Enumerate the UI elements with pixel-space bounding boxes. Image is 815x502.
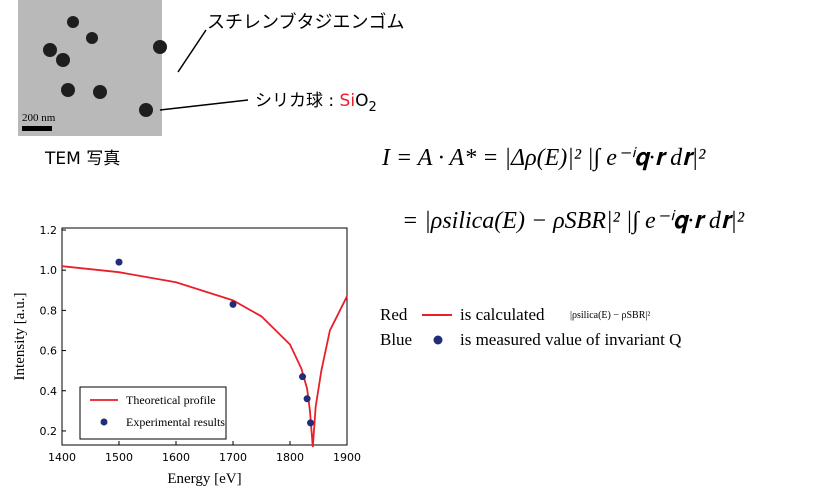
silica-sub: 2 [368, 100, 376, 115]
equation: I = A · A* = |Δρ(E)|² |∫ e⁻ⁱ𝐪·𝐫 d𝐫|² [381, 145, 706, 172]
note-word: Red [380, 305, 408, 324]
y-axis-label: Intensity [a.u.] [12, 293, 28, 381]
note-formula: |ρsilica(E) − ρSBR|² [570, 310, 650, 321]
point [230, 301, 237, 308]
y-tick-label: 0.4 [40, 385, 58, 398]
legend-label: Theoretical profile [126, 393, 216, 407]
note-dot [434, 336, 443, 345]
chart: 0.2 0.4 0.6 0.8 1.0 1.2 1400 1500 1600 1700 1800 19… [12, 224, 361, 487]
y-tick-label: 1.0 [40, 264, 58, 277]
x-tick-label: 1500 [105, 451, 133, 464]
x-tick-label: 1400 [48, 451, 76, 464]
plot-frame [62, 228, 347, 445]
x-tick-label: 1900 [333, 451, 361, 464]
point [299, 373, 306, 380]
y-tick-label: 0.6 [40, 345, 58, 358]
scale-label: 200 nm [22, 112, 56, 124]
point [304, 395, 311, 402]
note-text: is measured value of invariant Q [460, 330, 681, 349]
legend-label: Experimental results [126, 415, 225, 429]
point [307, 419, 314, 426]
silica-prefix: シリカ球 : [255, 91, 340, 111]
arrow [160, 100, 248, 110]
point [116, 259, 123, 266]
equation: = |ρsilica(E) − ρSBR|² |∫ e⁻ⁱ𝐪·𝐫 d𝐫|² [402, 208, 745, 235]
tem-caption: TEM 写真 [44, 149, 120, 169]
note-blue: Blue [380, 330, 412, 349]
silica-si: Si [340, 91, 356, 111]
x-tick-label: 1700 [219, 451, 247, 464]
y-tick-label: 1.2 [40, 224, 58, 237]
silica-o: O [355, 91, 368, 111]
scale-bar [22, 126, 52, 131]
rubber-label: スチレンブタジエンゴム [207, 11, 404, 33]
page: 200 nm TEM 写真 スチレンブタジエンゴム シリカ球 : SiO2 I … [0, 0, 815, 502]
note-text: is calculated [460, 305, 545, 324]
note-red: Red [380, 305, 408, 324]
arrow [178, 30, 206, 72]
x-tick-label: 1600 [162, 451, 190, 464]
silica-label: シリカ球 : SiO2 [255, 91, 377, 115]
x-tick-label: 1800 [276, 451, 304, 464]
y-tick-label: 0.2 [40, 425, 58, 438]
x-axis-label: Energy [eV] [167, 471, 241, 487]
y-tick-label: 0.8 [40, 304, 58, 317]
legend-dot [101, 419, 108, 426]
